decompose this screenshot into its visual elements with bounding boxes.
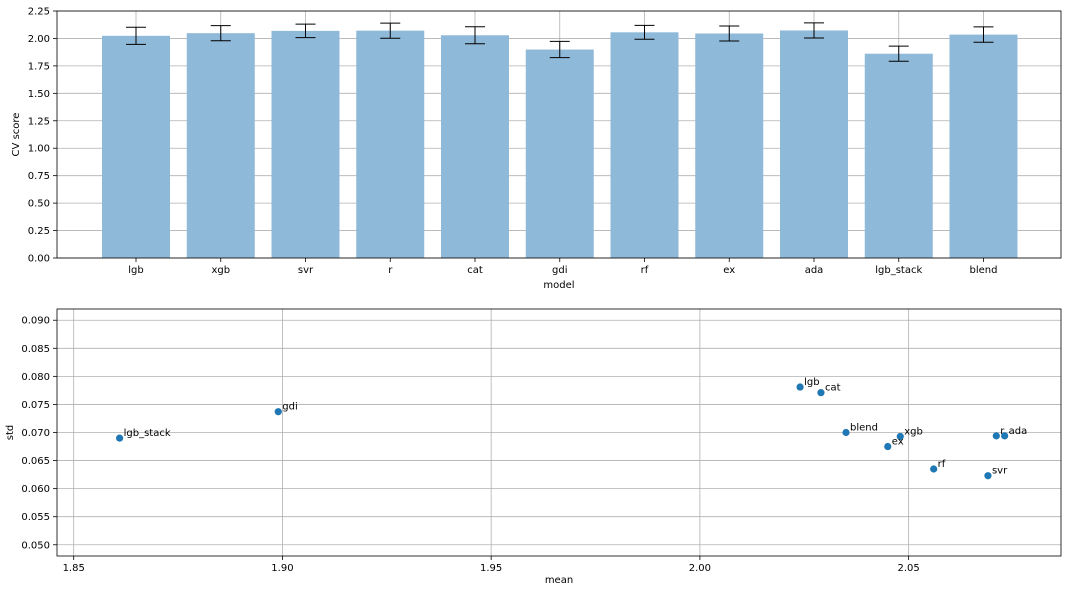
x-tick-label: gdi xyxy=(552,265,567,276)
point-label: gdi xyxy=(282,402,297,413)
y-axis-label: CV score xyxy=(11,113,22,157)
y-tick-label: 2.25 xyxy=(28,7,50,18)
x-tick-label: 1.85 xyxy=(63,563,85,574)
point-xgb xyxy=(896,432,904,441)
x-tick-label: 1.95 xyxy=(480,563,502,574)
x-tick-label: r xyxy=(388,265,393,276)
x-tick-label: ex xyxy=(723,265,735,276)
point-svr xyxy=(984,472,992,480)
bar-svr xyxy=(271,30,340,258)
x-tick-label: 2.00 xyxy=(689,563,711,574)
y-tick-label: 1.25 xyxy=(28,116,50,127)
x-tick-label: rf xyxy=(641,265,649,276)
y-tick-label: 0.085 xyxy=(21,344,50,355)
bar-rf xyxy=(610,32,679,258)
y-tick-label: 0.090 xyxy=(21,316,50,327)
y-tick-label: 1.50 xyxy=(28,89,50,100)
y-tick-label: 1.75 xyxy=(28,61,50,72)
y-tick-label: 0.050 xyxy=(21,540,50,551)
bar-blend xyxy=(949,34,1018,259)
point-lgb-stack xyxy=(116,434,124,442)
point-label: r xyxy=(1000,426,1005,437)
x-tick-label: lgb xyxy=(128,265,143,276)
bar-xgb xyxy=(186,33,255,258)
y-tick-label: 0.080 xyxy=(21,372,50,383)
y-tick-label: 0.065 xyxy=(21,456,50,467)
bar-chart: 0.00 0.25 0.50 0.75 1.00 1.25 1.50 1.75 2.00 2.25… xyxy=(11,7,1062,291)
point-label: xgb xyxy=(904,426,923,437)
y-axis-label: std xyxy=(5,425,16,440)
point-label: lgb xyxy=(804,377,819,388)
point-label: cat xyxy=(825,383,841,394)
point-ada xyxy=(1001,432,1009,440)
x-tick-label: 1.90 xyxy=(271,563,293,574)
point-label: lgb_stack xyxy=(124,428,171,439)
point-blend xyxy=(842,428,850,437)
point-label: rf xyxy=(938,459,946,470)
y-tick-label: 0.50 xyxy=(28,199,50,210)
point-label: svr xyxy=(992,466,1008,477)
point-label: blend xyxy=(850,423,878,434)
point-cat xyxy=(817,389,825,397)
y-tick-label: 0.075 xyxy=(21,400,50,411)
y-tick-label: 0.055 xyxy=(21,512,50,523)
y-tick-label: 0.25 xyxy=(28,226,50,237)
plot-frame xyxy=(56,308,1062,557)
x-tick-label: svr xyxy=(298,265,314,276)
bar-lgb xyxy=(102,35,170,258)
bar-cat xyxy=(441,35,509,258)
x-tick-label: lgb_stack xyxy=(875,265,922,276)
point-label: ex xyxy=(892,437,904,448)
y-tick-label: 0.070 xyxy=(21,428,50,439)
point-gdi xyxy=(274,408,282,416)
point-r xyxy=(992,432,1000,440)
y-tick-label: 0.00 xyxy=(28,254,50,265)
point-ex xyxy=(884,442,892,451)
point-label: ada xyxy=(1009,426,1028,437)
y-tick-label: 2.00 xyxy=(28,34,50,45)
bar-gdi xyxy=(525,49,594,259)
x-tick-label: cat xyxy=(467,265,483,276)
scatter-chart: 0.050 0.055 0.060 0.065 0.070 0.075 0.080 0.085… xyxy=(5,308,1062,586)
x-tick-label: 2.05 xyxy=(897,563,919,574)
bar-r xyxy=(356,30,425,258)
x-tick-label: ada xyxy=(805,265,824,276)
point-lgb xyxy=(796,383,804,391)
point-rf xyxy=(930,465,938,473)
x-axis-label: model xyxy=(543,280,574,291)
y-tick-label: 0.75 xyxy=(28,171,50,182)
bar-ex xyxy=(695,33,764,259)
y-tick-label: 1.00 xyxy=(28,144,50,155)
x-tick-label: blend xyxy=(970,265,998,276)
x-axis-label: mean xyxy=(545,575,573,586)
plot-frame xyxy=(56,10,1062,259)
bar-ada xyxy=(780,30,848,259)
y-tick-label: 0.060 xyxy=(21,484,50,495)
x-tick-label: xgb xyxy=(211,265,230,276)
bar-lgb-stack xyxy=(864,53,933,259)
